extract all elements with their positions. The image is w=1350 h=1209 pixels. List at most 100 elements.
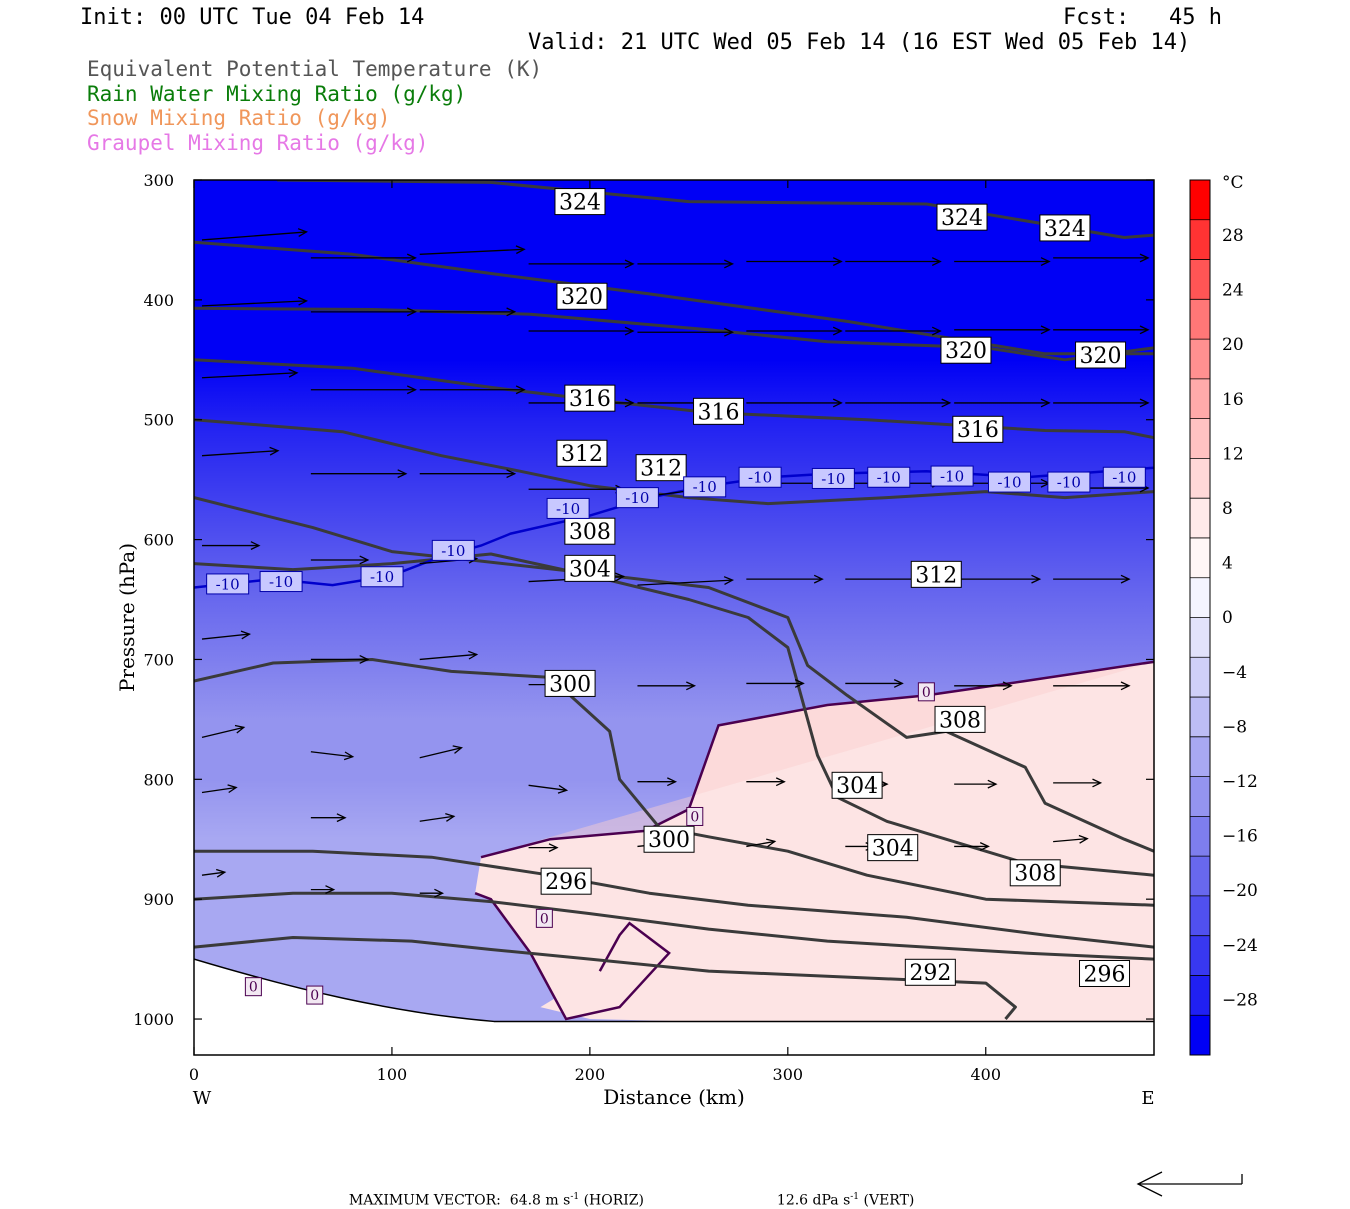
x-tick-label: 400 xyxy=(970,1065,1001,1084)
colorbar-swatch xyxy=(1190,617,1210,658)
wind-vector xyxy=(201,231,307,241)
wind-vector-head xyxy=(297,228,309,237)
wind-vector-head xyxy=(515,385,526,395)
colorbar-swatch xyxy=(1190,856,1210,897)
isotherm-label: -10 xyxy=(748,469,772,487)
theta-e-label-box xyxy=(643,825,695,853)
theta-e-contour xyxy=(194,496,1154,853)
isotherm-label-box xyxy=(930,465,974,487)
legend-entry: Snow Mixing Ratio (g/kg) xyxy=(87,106,391,130)
wind-vector-head xyxy=(1120,681,1131,691)
theta-e-label-box xyxy=(1009,859,1061,887)
colorbar-swatch xyxy=(1190,339,1210,380)
theta-e-label: 324 xyxy=(559,190,601,215)
theta-e-label-box xyxy=(904,958,956,986)
isotherm-label-box xyxy=(431,539,475,561)
init-label: Init: 00 UTC Tue 04 Feb 14 xyxy=(80,5,425,30)
colorbar-tick-label: −16 xyxy=(1222,827,1258,847)
wind-vector-head xyxy=(250,541,261,550)
wind-vector xyxy=(201,372,298,379)
plot-content: 324 324 324 320 320 320 316 316 316 312 312 312 308 3… xyxy=(194,180,1154,1055)
x-end-label-east: E xyxy=(1141,1088,1154,1109)
x-axis-title: Distance (km) xyxy=(603,1085,745,1109)
wind-vector-head xyxy=(468,650,479,660)
wind-vector-head xyxy=(288,368,299,378)
forecast-hour: Fcst: 45 h xyxy=(1063,5,1222,30)
y-tick-label: 500 xyxy=(143,411,174,430)
wind-vector-head xyxy=(987,779,998,789)
isotherm-label: -10 xyxy=(370,568,394,586)
theta-e-label: 312 xyxy=(915,563,957,588)
y-tick-label: 1000 xyxy=(133,1010,174,1029)
freezing-label: 0 xyxy=(540,911,549,927)
wind-vector-head xyxy=(931,326,942,336)
wind-vector-head xyxy=(979,842,990,851)
wind-vector xyxy=(528,784,567,791)
y-tick-label: 300 xyxy=(143,171,174,190)
isotherm-label-box xyxy=(1102,466,1146,488)
theta-e-label: 316 xyxy=(957,418,999,443)
y-tick-label: 400 xyxy=(143,291,174,310)
wind-vector-head xyxy=(766,838,777,848)
wind-vector-head xyxy=(832,326,843,336)
isotherm-label: -10 xyxy=(997,473,1021,491)
max-vector-label: MAXIMUM VECTOR: 64.8 m s-1 (HORIZ) xyxy=(340,1176,644,1209)
terrain-line xyxy=(194,958,1154,1023)
wind-vector-head xyxy=(624,326,635,336)
reference-vector-head xyxy=(1136,1171,1163,1197)
theta-e-label: 300 xyxy=(549,672,591,697)
field-legend: Equivalent Potential Temperature (K) Rain… xyxy=(87,57,542,155)
theta-e-label-box xyxy=(1079,959,1131,987)
theta-e-label: 304 xyxy=(836,774,878,799)
wind-vector xyxy=(1053,837,1088,843)
theta-e-label: 312 xyxy=(640,457,682,482)
wind-vector-head xyxy=(1139,325,1150,335)
theta-e-label-box xyxy=(952,415,1004,443)
theta-e-label: 308 xyxy=(569,520,611,545)
theta-e-label-box xyxy=(693,397,745,425)
max-vector-horiz-value: 64.8 xyxy=(509,1192,541,1209)
wind-vector-head xyxy=(434,888,445,898)
wind-vector-head xyxy=(397,469,408,479)
theta-e-label-box xyxy=(564,384,616,412)
isotherm-label-box xyxy=(206,573,250,595)
theta-e-contour xyxy=(194,418,1154,506)
isotherm-label-box xyxy=(738,466,782,488)
colorbar-tick-label: 8 xyxy=(1222,499,1233,519)
y-axis-title: Pressure (hPa) xyxy=(115,543,139,692)
wind-vector-head xyxy=(624,398,635,408)
colorbar-tick-label: −12 xyxy=(1222,772,1258,792)
wind-vector-head xyxy=(1092,778,1103,788)
wind-vector-head xyxy=(548,843,559,853)
max-vector-vert-exponent: -1 xyxy=(850,1192,860,1202)
max-vector-horiz-exponent: -1 xyxy=(570,1192,580,1202)
colorbar-tick-label: 20 xyxy=(1222,335,1244,355)
isotherm-label: -10 xyxy=(556,500,580,518)
theta-e-contour xyxy=(194,306,1154,362)
wind-vector-head xyxy=(893,679,904,688)
wind-vector-head xyxy=(359,555,370,565)
theta-e-label: 308 xyxy=(1014,862,1056,887)
theta-e-label: 320 xyxy=(945,339,987,364)
colorbar-swatch xyxy=(1190,697,1210,738)
colorbar-tick-label: 4 xyxy=(1222,554,1233,574)
wind-vector xyxy=(419,653,477,661)
theta-e-label-box xyxy=(1075,341,1127,369)
wind-vector xyxy=(201,633,250,640)
y-tick-label: 600 xyxy=(143,531,174,550)
isotherm-label-box xyxy=(1047,471,1091,493)
theta-e-label-box xyxy=(540,867,592,895)
colorbar-swatch xyxy=(1190,736,1210,778)
freezing-label-box xyxy=(535,908,553,928)
wind-vector xyxy=(637,579,733,586)
theta-e-contour xyxy=(194,552,1154,877)
wind-vector-head xyxy=(506,307,517,317)
warm-region xyxy=(475,661,1154,1023)
wind-vector xyxy=(201,450,279,457)
colorbar-swatch xyxy=(1190,299,1210,340)
colorbar-swatch xyxy=(1190,498,1210,539)
isotherm-label: -10 xyxy=(216,575,240,593)
theta-e-label-box xyxy=(635,454,687,482)
wind-vector-head xyxy=(1040,257,1051,266)
freezing-line-lower xyxy=(474,892,671,1021)
